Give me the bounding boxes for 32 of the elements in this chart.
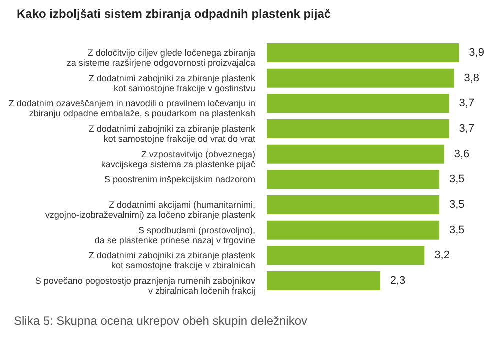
- text: Slika 5: Skupna ocena ukrepov obeh skupin deležnikov: [14, 314, 308, 328]
- data-label: 3,5: [449, 174, 465, 186]
- bar: [267, 44, 460, 63]
- data-label: 3,9: [469, 47, 484, 60]
- bar: [267, 68, 454, 88]
- y-tick-label: S spodbudami (prostovoljno), da se plastenke prinese nazaj v trgovine: [94, 225, 256, 246]
- y-tick-label: S poostrenim inšpekcijskim nadzorom: [104, 174, 256, 185]
- y-tick-label: Z dodatnim ozaveščanjem in navodili o pravilnem ločevanju in zbiranju odpadne embalaže, s poudarkom na plastenkah: [8, 98, 256, 119]
- y-tick-label: Z dodatnimi akcijami (humanitarnimi, vzgojno-izobraževalnimi) za ločeno zbiranje plastenk: [45, 200, 256, 220]
- chart-title: Kako izboljšati sistem zbiranja odpadnih plastenk pijač: [17, 7, 332, 21]
- y-tick-label: Z dodatnimi zabojniki za zbiranje plastenk kot samostojne frakcije od vrat do vrat: [88, 124, 256, 144]
- data-label: 3,5: [449, 198, 465, 211]
- data-label: 3,7: [459, 123, 475, 136]
- bar: [267, 246, 425, 266]
- bar: [267, 144, 444, 164]
- data-label: 3,7: [459, 98, 475, 110]
- data-label: 3,5: [449, 224, 465, 236]
- bar: [267, 195, 440, 214]
- y-tick-label: Z vzpostavitvijo (obveznega) kavcijskega sistema za plastenke pijač: [101, 149, 256, 170]
- bar: [267, 94, 450, 114]
- bar: [267, 170, 440, 190]
- y-tick-label: Z dodatnimi zabojniki za zbiranje plastenk kot samostojne frakcije v gostinstvu: [88, 73, 256, 94]
- bar: [267, 120, 450, 139]
- bar: [267, 271, 380, 290]
- data-label: 2,3: [390, 274, 406, 287]
- data-label: 3,6: [454, 148, 470, 160]
- y-tick-label: Z dodatnimi zabojniki za zbiranje plastenk kot samostojne frakcije v zbiralnicah: [88, 250, 256, 271]
- y-tick-label: Z določitvijo ciljev glede ločenega zbiranja za sisteme razširjene odgovornosti proizvajalca: [66, 48, 256, 68]
- data-label: 3,8: [464, 72, 480, 84]
- y-tick-label: S povečano pogostostjo praznjenja rumenih zabojnikov v zbiralnicah ločenih frakcij: [35, 276, 256, 296]
- bar: [267, 220, 440, 240]
- data-label: 3,2: [434, 250, 450, 262]
